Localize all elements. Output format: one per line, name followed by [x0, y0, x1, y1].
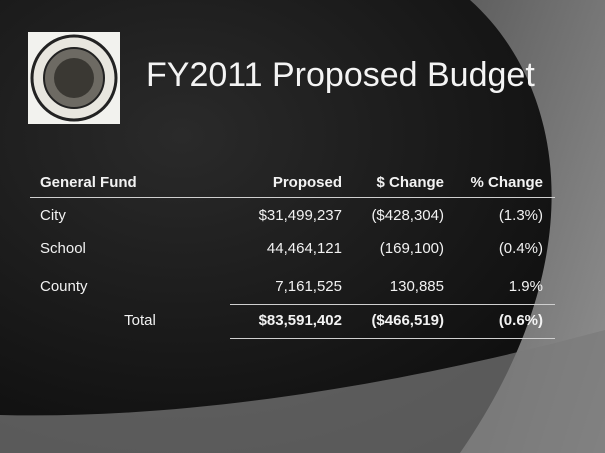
- column-header: % Change: [470, 174, 543, 191]
- cell: 1.9%: [508, 278, 543, 295]
- cell: (0.4%): [498, 240, 543, 257]
- slide-title: FY2011 Proposed Budget: [146, 56, 535, 94]
- row-label: Total: [124, 312, 156, 329]
- column-header: Proposed: [272, 174, 342, 191]
- cell: $31,499,237: [258, 207, 342, 224]
- cell: 7,161,525: [275, 278, 342, 295]
- total-top-rule: [230, 304, 555, 305]
- cell: ($428,304): [371, 207, 444, 224]
- cell: ($466,519): [371, 312, 444, 329]
- row-label: School: [40, 240, 86, 257]
- row-label: County: [40, 278, 88, 295]
- cell: (0.6%): [498, 312, 543, 329]
- cell: $83,591,402: [258, 312, 342, 329]
- cell: 130,885: [389, 278, 444, 295]
- row-label: City: [40, 207, 66, 224]
- header-rule: [30, 197, 555, 198]
- column-header: $ Change: [376, 174, 444, 191]
- column-header: General Fund: [40, 174, 137, 191]
- cell: 44,464,121: [266, 240, 342, 257]
- cell: (169,100): [379, 240, 444, 257]
- total-bottom-rule: [230, 338, 555, 339]
- cell: (1.3%): [498, 207, 543, 224]
